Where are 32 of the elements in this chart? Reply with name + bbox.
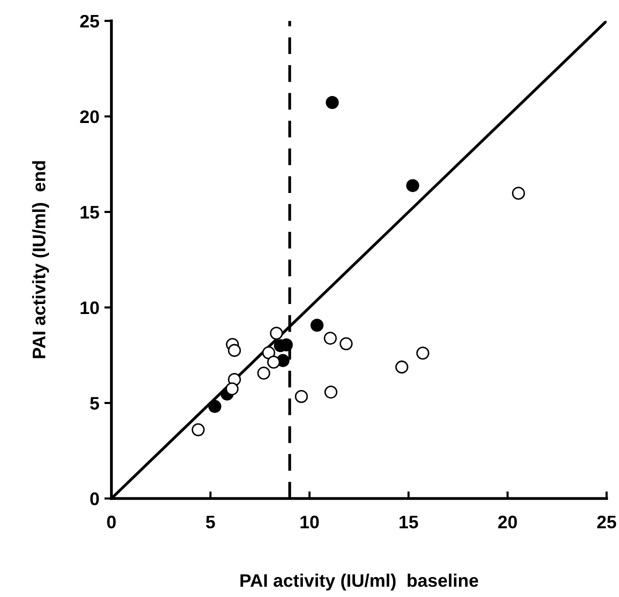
- y-tick-label: 0: [90, 492, 99, 506]
- point: [406, 179, 420, 192]
- point: [192, 423, 205, 436]
- point: [267, 356, 280, 369]
- x-axis-title: PAI activity (IU/ml) baseline: [240, 574, 478, 590]
- point: [262, 346, 276, 360]
- x-tick-label: 0: [107, 516, 116, 528]
- point: [324, 386, 338, 399]
- point: [326, 96, 339, 109]
- point: [208, 400, 222, 413]
- y-tick-label: 20: [80, 110, 99, 124]
- point: [257, 366, 270, 380]
- point: [416, 346, 430, 360]
- point: [294, 390, 308, 403]
- y-tick-label: 25: [80, 14, 100, 28]
- point: [228, 344, 241, 357]
- y-tick-label: 10: [80, 301, 99, 314]
- x-tick-label: 20: [498, 516, 517, 528]
- point: [340, 337, 353, 350]
- x-tick-label: 15: [400, 516, 418, 528]
- point: [395, 360, 408, 374]
- y-tick-label: 5: [90, 397, 100, 410]
- point: [226, 382, 239, 396]
- point: [324, 332, 337, 345]
- point: [270, 326, 283, 340]
- x-tick-label: 25: [597, 516, 616, 528]
- x-tick-label: 5: [206, 516, 215, 528]
- point: [310, 318, 324, 332]
- y-axis-title: PAI activity (IU/ml) end: [32, 161, 49, 358]
- x-tick-label: 10: [300, 516, 319, 528]
- y-tick-label: 15: [80, 206, 100, 219]
- point: [512, 186, 525, 200]
